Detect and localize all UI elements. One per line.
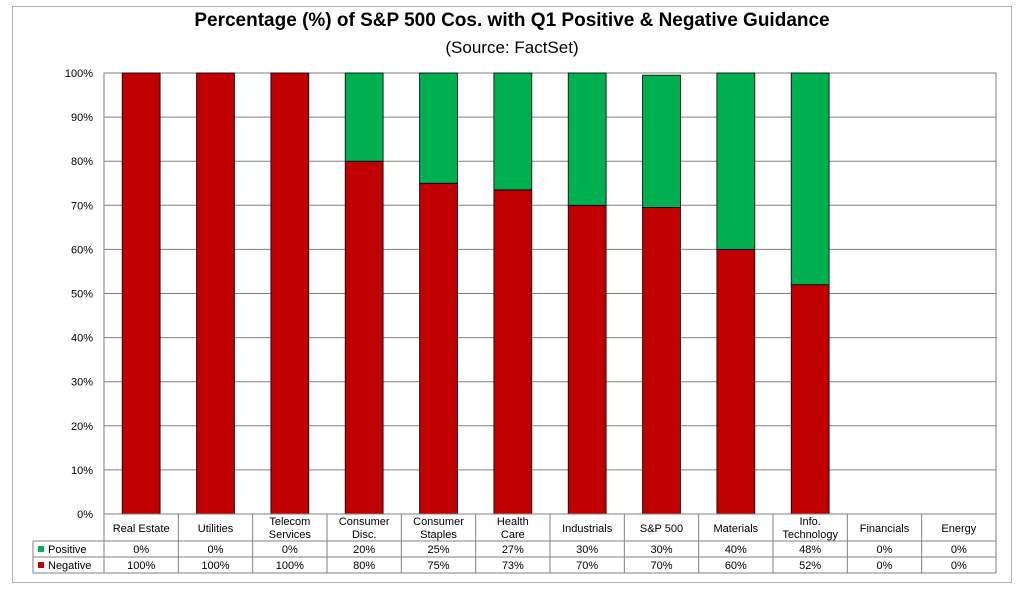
y-tick-label: 70% — [71, 200, 93, 212]
bar-negative — [270, 72, 310, 515]
data-label: 100% — [276, 560, 304, 572]
bar-positive — [716, 72, 756, 250]
bar-negative — [493, 189, 533, 515]
category-label: Health — [497, 516, 529, 528]
bar-negative — [790, 284, 830, 515]
bar-positive — [493, 72, 533, 191]
data-label: 60% — [725, 560, 747, 572]
data-label: 100% — [201, 560, 229, 572]
data-label: 70% — [576, 560, 598, 572]
data-label: 40% — [725, 544, 747, 556]
category-label: Info. — [799, 516, 820, 528]
data-label: 48% — [799, 544, 821, 556]
category-label: Materials — [714, 523, 759, 535]
data-label: 25% — [427, 544, 449, 556]
legend-label: Negative — [48, 560, 91, 572]
data-label: 0% — [951, 560, 967, 572]
category-label: Consumer — [339, 516, 390, 528]
y-tick-label: 90% — [71, 112, 93, 124]
data-label: 0% — [282, 544, 298, 556]
data-label: 52% — [799, 560, 821, 572]
category-label: Industrials — [562, 523, 613, 535]
data-label: 30% — [576, 544, 598, 556]
legend-label: Positive — [48, 544, 87, 556]
data-label: 20% — [353, 544, 375, 556]
data-label: 70% — [650, 560, 672, 572]
data-label: 75% — [427, 560, 449, 572]
category-label: Disc. — [352, 529, 376, 541]
category-label: Technology — [782, 529, 838, 541]
bar-negative — [567, 204, 607, 515]
y-tick-label: 30% — [71, 377, 93, 389]
bar-positive — [790, 72, 830, 286]
data-label: 0% — [877, 560, 893, 572]
data-label: 80% — [353, 560, 375, 572]
chart-subtitle: (Source: FactSet) — [445, 38, 579, 57]
y-tick-label: 20% — [71, 421, 93, 433]
y-tick-label: 60% — [71, 244, 93, 256]
category-label: Utilities — [198, 523, 234, 535]
bar-negative — [196, 72, 235, 515]
category-label: Care — [501, 529, 525, 541]
y-tick-label: 10% — [71, 465, 93, 477]
data-label: 30% — [650, 544, 672, 556]
category-label: Financials — [860, 523, 910, 535]
y-tick-label: 80% — [71, 156, 93, 168]
category-label: Consumer — [413, 516, 464, 528]
y-tick-label: 50% — [71, 289, 93, 301]
category-label: S&P 500 — [640, 523, 683, 535]
data-label: 0% — [208, 544, 224, 556]
y-tick-label: 0% — [77, 509, 93, 521]
bar-negative — [121, 72, 161, 515]
bar-positive — [567, 72, 607, 206]
category-label: Telecom — [269, 516, 310, 528]
bar-positive — [642, 74, 681, 208]
legend-key — [38, 562, 44, 568]
bar-negative — [716, 248, 756, 515]
data-label: 0% — [877, 544, 893, 556]
data-label: 0% — [133, 544, 149, 556]
data-label: 100% — [127, 560, 155, 572]
y-tick-label: 40% — [71, 333, 93, 345]
data-label: 73% — [502, 560, 524, 572]
bar-negative — [344, 160, 384, 515]
category-label: Staples — [420, 529, 457, 541]
chart-title: Percentage (%) of S&P 500 Cos. with Q1 P… — [194, 10, 830, 31]
y-tick-label: 100% — [65, 68, 93, 80]
category-label: Energy — [941, 523, 976, 535]
legend-key — [38, 546, 44, 552]
bar-positive — [419, 72, 458, 184]
data-label: 27% — [502, 544, 524, 556]
category-label: Real Estate — [113, 523, 170, 535]
data-label: 0% — [951, 544, 967, 556]
bar-negative — [642, 207, 681, 515]
category-label: Services — [269, 529, 312, 541]
bar-negative — [419, 182, 458, 515]
bar-positive — [344, 72, 384, 162]
